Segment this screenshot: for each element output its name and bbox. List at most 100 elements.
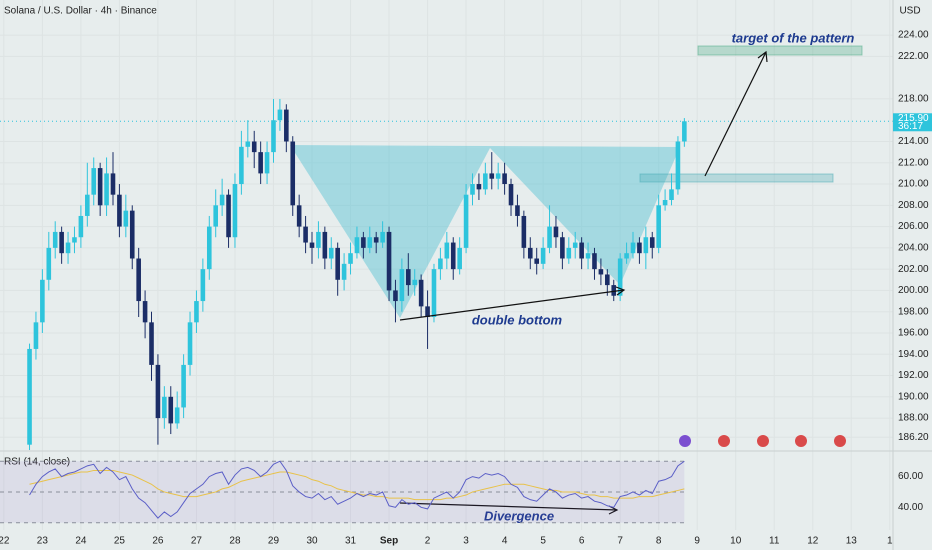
x-tick-label: 1 [887,536,893,547]
x-tick-label: 28 [229,536,241,547]
pattern-label: double bottom [472,312,563,327]
candle-body [296,205,302,227]
candle-body [656,205,661,248]
x-tick-label: 25 [114,536,126,547]
y-tick-label: 210.00 [898,179,929,190]
arrow-head [615,286,626,296]
candle-body [322,231,328,259]
x-tick-label: 5 [540,536,546,547]
candle-body [373,237,379,243]
candle-body [508,184,514,206]
candle-body [284,109,289,142]
candle-body [450,242,456,270]
candle-body [611,285,617,296]
y-tick-label: 206.00 [898,221,929,232]
rsi-tick-label: 60.00 [898,471,923,482]
candle-body [675,141,681,190]
x-tick-label: 30 [306,536,318,547]
candle-body [78,215,84,238]
target-label: target of the pattern [732,30,855,45]
event-icon [834,435,846,447]
y-tick-label: 188.00 [898,413,929,424]
candle-body [72,237,77,243]
x-tick-label: 13 [846,536,858,547]
x-tick-label: 23 [37,536,49,547]
x-tick-label: 10 [730,536,742,547]
event-icons [679,435,846,447]
candle-body [412,279,418,286]
candle-body [290,141,296,206]
candle-body [367,237,373,248]
candle-body [110,173,116,195]
candle-body [637,242,642,254]
candle-body [649,237,655,248]
candle-body [669,189,674,200]
candle-body [316,231,321,248]
candle-body [598,269,604,275]
candle-body [40,279,45,323]
candle-body [476,184,482,190]
candle-body [200,269,206,302]
y-tick-label: 186.20 [898,432,929,443]
candle-body [258,152,263,174]
candle-body [579,242,584,259]
candle-body [605,274,610,286]
candle-body [560,237,565,259]
candle-body [162,396,167,419]
candle-body [617,258,623,296]
x-tick-label: 4 [502,536,508,547]
x-tick-label: 29 [268,536,280,547]
candle-body [271,120,276,153]
candle-body [406,269,411,286]
y-tick-label: 190.00 [898,391,929,402]
candle-body [251,141,257,153]
y-tick-label: 196.00 [898,328,929,339]
x-tick-label: 3 [463,536,469,547]
candle-body [643,237,649,254]
candle-body [194,301,199,323]
x-tick-label: 27 [191,536,203,547]
candle-body [85,194,90,216]
y-tick-label: 194.00 [898,349,929,360]
candle-body [386,231,392,291]
y-tick-label: 222.00 [898,51,929,62]
last-price-label: 215.90 [898,113,929,124]
x-tick-label: 2 [425,536,431,547]
y-tick-label: 218.00 [898,94,929,105]
candle-body [97,168,103,206]
candle-body [328,247,334,259]
candle-body [515,205,520,216]
candle-body [444,242,450,259]
candle-body [547,226,552,248]
currency: USD [899,6,920,17]
candle-body [206,226,212,270]
candle-body [527,247,533,259]
candle-body [181,364,186,408]
candle-body [361,237,366,248]
x-tick-label: 31 [345,536,357,547]
arrow-head [757,50,768,63]
candle-body [335,247,340,280]
candle-body [65,242,71,254]
y-tick-label: 212.00 [898,157,929,168]
candle-body [213,205,219,227]
pattern-shape [290,145,680,148]
candle-body [585,253,591,259]
last-price-box [893,113,932,132]
x-tick-label: 9 [694,536,700,547]
candle-body [27,348,32,445]
event-icon [679,435,691,447]
y-tick-label: 202.00 [898,264,929,275]
rsi-tick-label: 40.00 [898,502,923,513]
candle-body [393,290,398,302]
candle-body [277,109,283,121]
candle-body [46,247,52,280]
candle-body [174,407,180,424]
chart-title: Solana / U.S. Dollar · 4h · Binance [4,6,157,17]
divergence-arrow [399,502,618,511]
candle-body [136,258,141,302]
y-tick-label: 198.00 [898,306,929,317]
candle-body [418,279,424,307]
countdown: 36:17 [898,121,923,132]
